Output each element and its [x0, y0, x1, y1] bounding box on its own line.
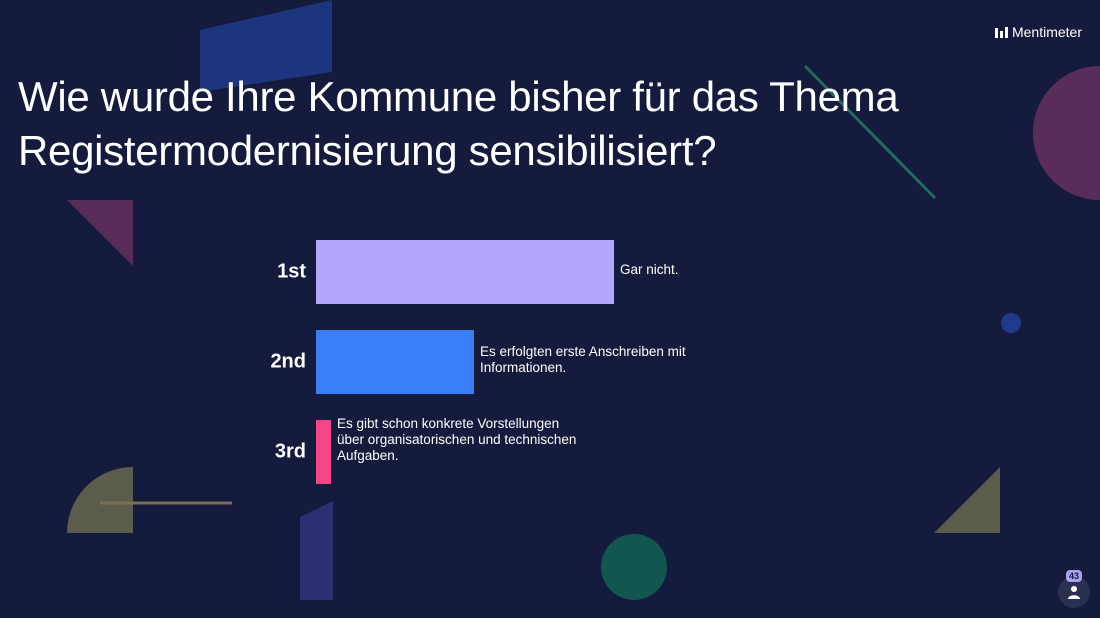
bar-label: Es gibt schon konkrete Vorstellungen übe…	[337, 416, 577, 463]
bar-label: Gar nicht.	[620, 262, 679, 277]
ranking-bar	[316, 420, 331, 484]
ranking-bar	[316, 240, 614, 304]
deco-olive-triangle	[934, 467, 1000, 533]
mentimeter-logo-icon	[994, 26, 1008, 38]
brand-logo: Mentimeter	[994, 24, 1082, 40]
ranking-row: 2nd Es erfolgten erste Anschreiben mit In…	[0, 330, 1100, 394]
bar-label: Es erfolgten erste Anschreiben mit Infor…	[480, 344, 686, 375]
brand-name: Mentimeter	[1011, 24, 1082, 40]
rank-label: 1st	[277, 260, 306, 283]
rank-label: 3rd	[274, 440, 306, 463]
deco-blue-parallelogram	[200, 0, 332, 92]
rank-label: 2nd	[270, 350, 306, 373]
ranking-row: 1st Gar nicht.	[0, 240, 1100, 304]
deco-olive-quarter-circle	[67, 467, 133, 533]
deco-plum-circle	[1033, 66, 1100, 200]
ranking-bar	[316, 330, 474, 394]
participant-count-badge: 43	[1065, 570, 1082, 582]
deco-indigo-parallelogram	[300, 501, 333, 600]
ranking-row: 3rd Es gibt schon konkrete Vorstellungen …	[0, 416, 1100, 484]
deco-teal-circle	[601, 534, 667, 600]
deco-blue-dot	[1001, 313, 1021, 333]
deco-green-line	[803, 64, 937, 200]
deco-plum-triangle	[67, 200, 133, 266]
question-title: Wie wurde Ihre Kommune bisher für das Th…	[18, 73, 899, 174]
person-icon	[1068, 586, 1080, 599]
